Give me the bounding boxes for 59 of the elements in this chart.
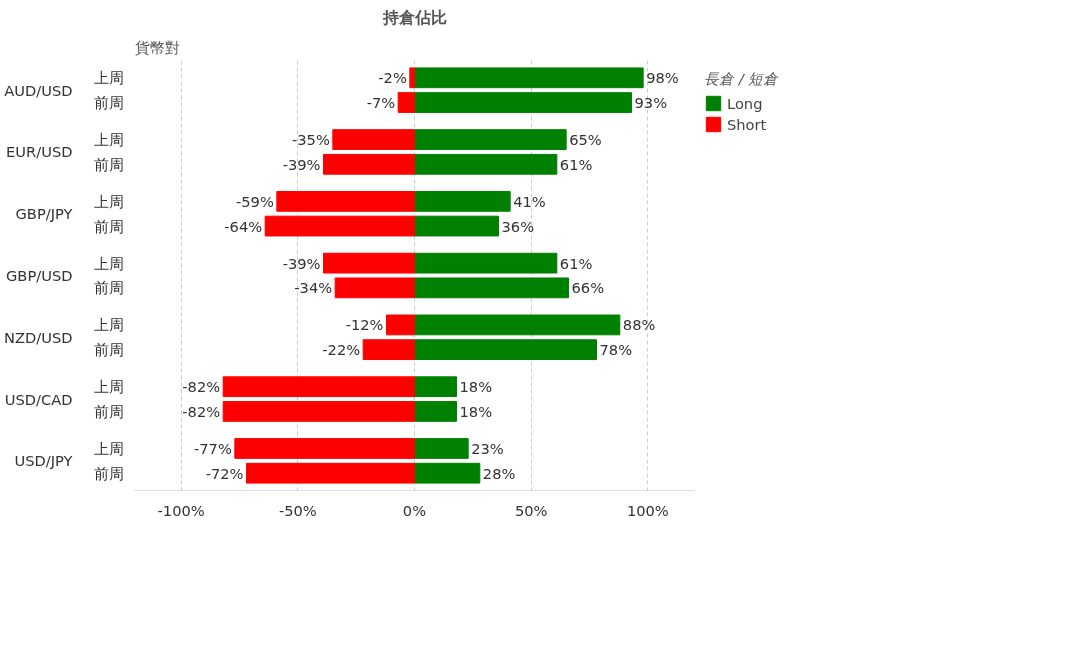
data-label: 18% <box>459 378 493 396</box>
y-tick-label: 上周 <box>93 378 124 396</box>
data-label: 78% <box>599 341 633 359</box>
chart-title: 持倉佔比 <box>381 7 447 27</box>
data-label: -12% <box>345 316 384 334</box>
data-label: -82% <box>182 378 221 396</box>
text: USD/CAD <box>4 390 73 408</box>
legend-label: Long <box>727 94 763 112</box>
text: GBP/JPY <box>15 205 73 223</box>
data-label: -72% <box>205 464 244 482</box>
data-label: -77% <box>193 439 232 457</box>
y-tick-label: 前周 <box>93 155 124 173</box>
text: USD/JPY <box>14 452 73 470</box>
y-tick-label: 上周 <box>93 192 124 210</box>
x-tick-label: 50% <box>514 501 548 519</box>
y-tick-label: 前周 <box>93 402 124 420</box>
data-label: -7% <box>366 94 396 112</box>
y-tick-label: 前周 <box>93 217 124 235</box>
data-label: 36% <box>501 217 535 235</box>
data-label: -35% <box>291 131 330 149</box>
data-label: -64% <box>224 217 263 235</box>
text: AUD/USD <box>4 81 73 99</box>
data-label: 23% <box>471 439 504 457</box>
data-label: -34% <box>294 279 333 297</box>
data-label: -82% <box>182 402 221 420</box>
data-label: 41% <box>513 192 546 210</box>
y-tick-label: 上周 <box>93 439 124 457</box>
data-label: 66% <box>571 279 605 297</box>
text: NZD/USD <box>3 328 73 346</box>
y-tick-label: 前周 <box>93 94 124 112</box>
y-tick-label: 前周 <box>93 464 124 482</box>
legend-label: Short <box>727 115 767 133</box>
y-axis-title: 貨幣對 <box>134 38 180 56</box>
y-tick-label: 上周 <box>93 316 124 334</box>
x-tick-label: 100% <box>626 501 669 519</box>
legend-title: 長倉 / 短倉 <box>704 70 779 89</box>
data-label: 61% <box>559 254 593 272</box>
x-tick-label: -50% <box>278 501 317 519</box>
y-tick-label: 前周 <box>93 279 124 297</box>
data-label: -39% <box>282 254 321 272</box>
y-tick-label: 上周 <box>93 131 124 149</box>
text: GBP/USD <box>6 267 73 284</box>
x-tick-label: 0% <box>402 501 427 519</box>
data-label: 98% <box>646 69 679 87</box>
data-label: -59% <box>235 192 274 210</box>
text: EUR/USD <box>6 143 73 161</box>
data-label: 28% <box>482 464 516 482</box>
data-label: 65% <box>569 131 602 149</box>
y-tick-label: 上周 <box>93 69 124 87</box>
y-tick-label: 上周 <box>93 254 124 272</box>
data-label: 93% <box>634 94 668 112</box>
data-label: -2% <box>378 69 407 87</box>
x-tick-label: -100% <box>157 501 205 519</box>
data-label: -39% <box>282 155 321 173</box>
data-label: -22% <box>322 341 361 359</box>
data-label: 18% <box>459 402 493 420</box>
data-label: 61% <box>559 155 593 173</box>
y-tick-label: 前周 <box>93 341 124 359</box>
data-label: 88% <box>622 316 656 334</box>
